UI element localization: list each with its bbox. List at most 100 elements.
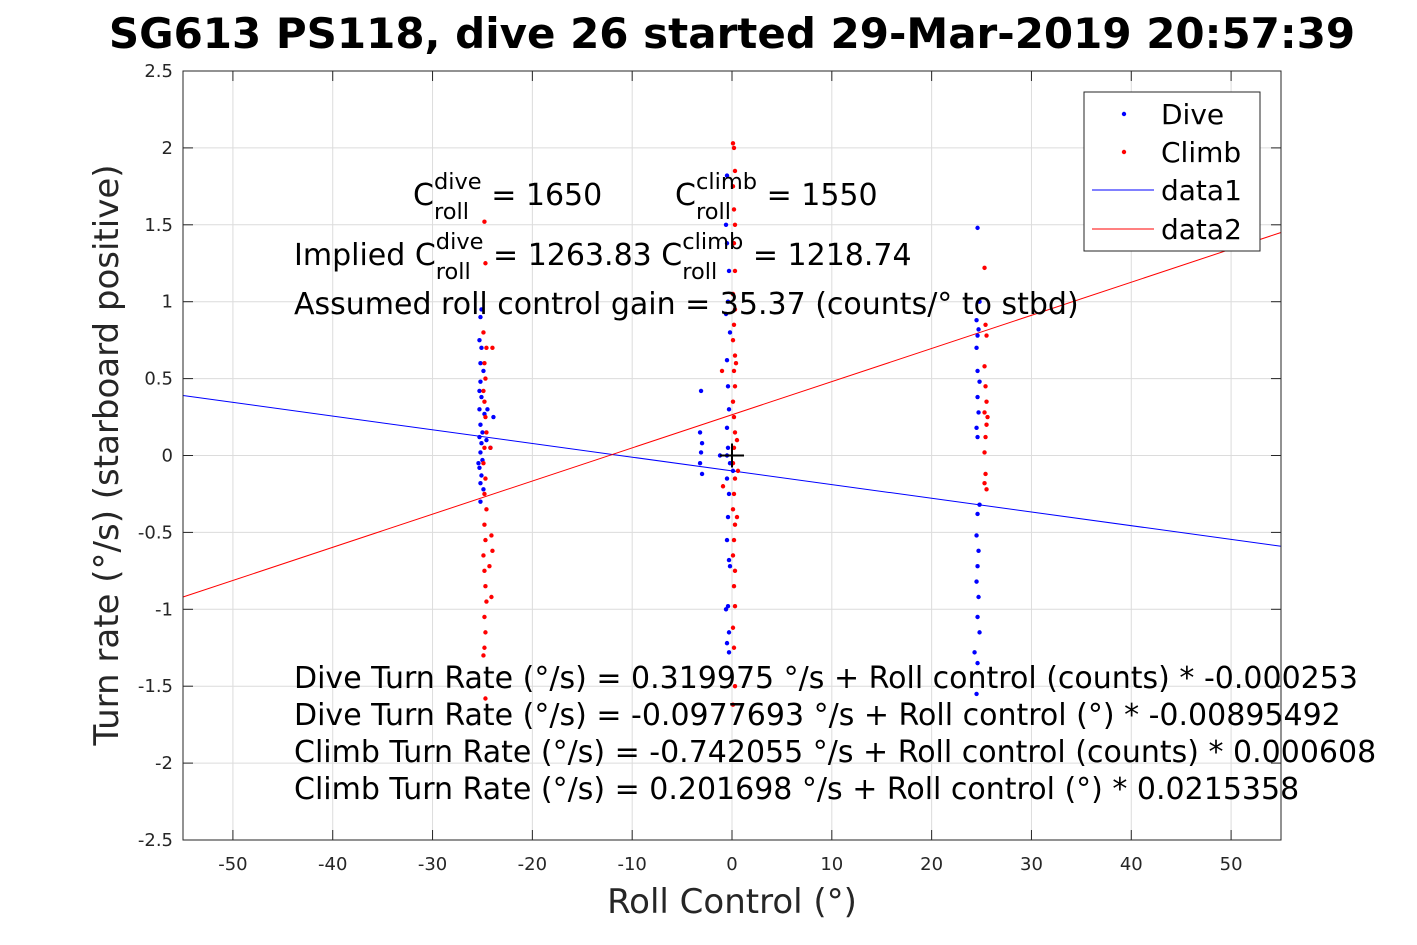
- dive-point: [477, 434, 482, 440]
- y-tick-label: 2: [162, 138, 173, 159]
- climb-point: [983, 471, 988, 477]
- dive-point: [976, 327, 981, 332]
- legend-swatch-marker: [1121, 111, 1127, 117]
- climb-point: [731, 368, 737, 374]
- dive-point: [724, 173, 730, 178]
- climb-point: [731, 584, 737, 589]
- dive-point: [698, 388, 704, 394]
- annotation-text: C: [413, 178, 434, 213]
- climb-point: [489, 533, 494, 538]
- climb-point: [482, 568, 487, 574]
- climb-point: [483, 584, 488, 589]
- annotation-text: C: [675, 178, 696, 213]
- climb-point: [732, 476, 738, 481]
- x-tick-label: -30: [418, 854, 447, 875]
- dive-point: [725, 384, 731, 389]
- climb-point: [482, 399, 487, 404]
- climb-point: [481, 388, 486, 394]
- legend-box: [1083, 91, 1261, 252]
- dive-point: [697, 430, 703, 435]
- climb-point: [730, 399, 736, 404]
- climb-point: [483, 376, 488, 381]
- dive-point: [975, 333, 980, 338]
- dive-point: [726, 650, 732, 655]
- climb-point: [719, 368, 725, 374]
- dive-point: [697, 460, 703, 466]
- climb-point: [982, 265, 987, 271]
- dive-point: [977, 502, 982, 507]
- climb-point: [481, 460, 486, 466]
- dive-point: [724, 357, 730, 363]
- annotations: Cdive roll = 1650 Cclimb roll = 1550 Implied…: [294, 169, 1376, 807]
- y-tick-label: -2.5: [138, 830, 173, 851]
- climb-point: [484, 430, 489, 435]
- annotation-superscript: dive: [436, 229, 484, 255]
- annotation-text: Assumed roll control gain = 35.37 (count…: [294, 287, 1079, 322]
- dive-point: [726, 268, 732, 274]
- x-tick-label: -10: [617, 854, 646, 875]
- climb-point: [487, 564, 492, 569]
- climb-point: [730, 291, 736, 297]
- dive-point: [698, 450, 704, 455]
- climb-point: [732, 522, 738, 527]
- dive-point: [477, 388, 482, 394]
- dive-point: [478, 314, 483, 320]
- climb-point: [732, 307, 738, 312]
- climb-point: [984, 422, 989, 427]
- dive-point: [977, 299, 982, 304]
- climb-point: [731, 241, 737, 246]
- dive-point: [725, 445, 731, 451]
- climb-point: [490, 345, 495, 351]
- dive-point: [977, 630, 982, 635]
- dive-point: [975, 225, 980, 231]
- dive-point: [724, 640, 730, 646]
- annotation-text: Climb Turn Rate (°/s) = -0.742055 °/s + …: [294, 735, 1376, 770]
- climb-point: [730, 553, 736, 558]
- annotation-text: Dive Turn Rate (°/s) = 0.319975 °/s + Ro…: [294, 661, 1358, 696]
- climb-point: [985, 414, 990, 420]
- climb-point: [732, 684, 738, 689]
- climb-point: [482, 445, 487, 451]
- climb-point: [732, 222, 738, 227]
- dive-point: [975, 511, 980, 517]
- dive-point: [976, 548, 981, 554]
- dive-point: [976, 594, 981, 600]
- climb-point: [732, 430, 738, 435]
- annotation-text: = 1650: [482, 178, 603, 213]
- dive-point: [975, 434, 980, 440]
- climb-point: [983, 434, 988, 440]
- annotation-c-climb: Cclimb roll = 1550: [675, 169, 878, 225]
- dive-point: [478, 361, 483, 366]
- dive-point: [478, 379, 483, 384]
- climb-point: [482, 522, 487, 527]
- x-tick-label: 0: [726, 854, 737, 875]
- climb-point: [489, 594, 494, 600]
- dive-point: [479, 473, 484, 478]
- dive-point: [723, 222, 729, 227]
- climb-point: [983, 322, 988, 327]
- climb-point: [732, 568, 738, 574]
- dive-point: [480, 430, 485, 435]
- climb-point: [482, 491, 487, 497]
- climb-point: [731, 645, 737, 650]
- dive-point: [478, 450, 483, 455]
- x-tick-label: -20: [518, 854, 547, 875]
- x-tick-label: 30: [1020, 854, 1043, 875]
- annotation-text: Dive Turn Rate (°/s) = -0.0977693 °/s + …: [294, 698, 1341, 733]
- dive-point: [726, 407, 732, 412]
- dive-point: [724, 537, 730, 543]
- dive-point: [477, 337, 482, 343]
- climb-point: [982, 364, 987, 369]
- annotation-eq1: Dive Turn Rate (°/s) = 0.319975 °/s + Ro…: [294, 661, 1358, 696]
- x-tick-label: 40: [1120, 854, 1143, 875]
- dive-point: [726, 557, 732, 563]
- climb-point: [982, 480, 987, 486]
- x-tick-label: 20: [920, 854, 943, 875]
- climb-point: [731, 491, 737, 497]
- dive-point: [724, 241, 730, 246]
- x-tick-label: -50: [218, 854, 247, 875]
- climb-point: [735, 468, 741, 474]
- annotation-c-dive: Cdive roll = 1650: [413, 169, 602, 225]
- annotation-eq3: Climb Turn Rate (°/s) = -0.742055 °/s + …: [294, 735, 1376, 770]
- y-tick-label: -2: [155, 753, 173, 774]
